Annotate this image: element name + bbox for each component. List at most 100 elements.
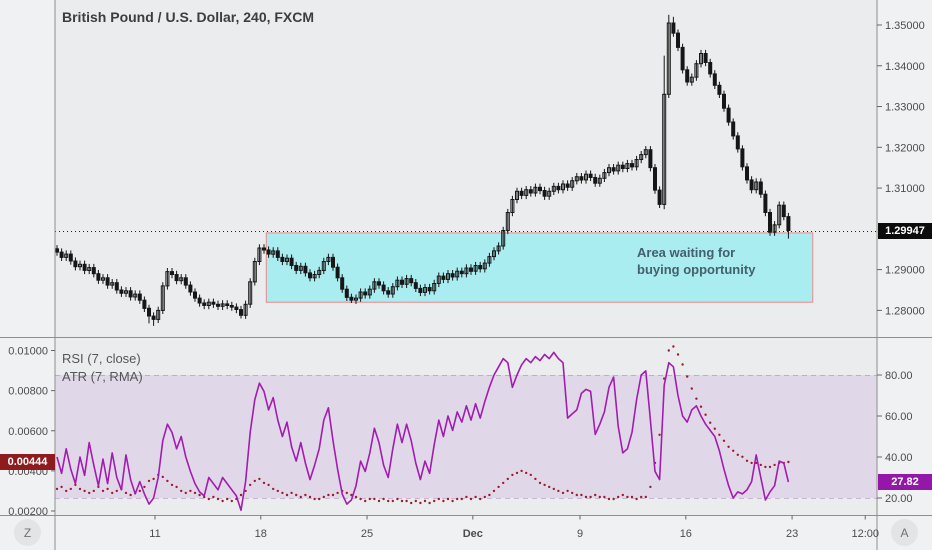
time-axis-label[interactable]: 16 [680,528,692,540]
candle [625,163,630,170]
atr-dot [391,499,394,503]
atr-dot [768,465,772,469]
candle [547,190,552,197]
atr-dot [598,495,601,499]
atr-dot [745,459,749,462]
candle [772,224,777,233]
candle [653,167,657,191]
candle [533,186,538,194]
candle [344,288,349,298]
atr-dot [318,497,321,501]
candle [160,285,165,311]
atr-dot [419,501,422,505]
time-axis-label[interactable]: 12:00 [851,528,879,540]
candle [524,189,529,196]
autoscale-button[interactable]: A [891,519,918,546]
candle [538,186,542,192]
opportunity-box[interactable] [265,232,814,303]
timezone-button[interactable]: Z [14,519,41,546]
atr-dot [525,471,528,475]
atr-dot [704,413,707,416]
atr-dot [529,473,532,477]
time-axis-label[interactable]: 9 [577,528,583,540]
candle [611,167,616,172]
atr-dot [681,363,684,366]
time-axis-label[interactable]: 18 [255,528,267,540]
atr-dot [212,495,215,499]
candle [390,286,395,295]
candle [64,253,69,258]
candle [280,256,285,262]
atr-dot [336,491,339,495]
candle [156,309,161,320]
atr-dot [617,495,620,499]
atr-dot [423,499,427,503]
time-axis-label[interactable]: 23 [786,528,798,540]
atr-dot [488,493,491,497]
candle [749,179,754,191]
candle [331,256,335,268]
price-axis-label: 1.33000 [885,102,925,114]
atr-dot [672,345,675,348]
atr-dot [138,489,141,493]
candle [87,267,92,272]
price-axis-label: 1.29000 [885,265,925,277]
candle [593,177,598,184]
candle [381,284,386,292]
candle [55,248,59,253]
candle [699,53,703,65]
candle [119,289,124,294]
atr-dot [124,491,128,495]
atr-dot [216,497,220,501]
candle [620,164,625,169]
atr-dot [143,485,146,489]
candle [404,278,409,285]
atr-dot [359,497,362,501]
candle [289,257,294,267]
atr-dot [327,493,330,497]
candle [639,154,644,161]
candle [482,262,487,270]
atr-dot [354,495,358,499]
candle [446,273,450,280]
area-annotation[interactable]: Area waiting for buying opportunity [637,244,755,278]
candle [712,73,717,86]
atr-dot [262,481,266,485]
candle [515,190,519,201]
atr-dot [249,483,252,487]
indicator-pane[interactable] [55,337,877,515]
time-axis-label[interactable]: 11 [149,528,160,540]
candle [505,212,510,231]
time-axis-label[interactable]: 25 [361,528,373,540]
candle [735,135,740,150]
atr-dot [377,499,381,503]
candle [570,180,575,188]
rsi-indicator-label[interactable]: RSI (7, close) [62,351,141,366]
time-axis-label[interactable]: Dec [463,528,483,540]
atr-dot [267,483,270,487]
candle [694,63,699,78]
atr-dot [644,495,647,499]
candle [326,256,331,262]
candle [248,281,253,305]
price-axis-label: 1.34000 [885,61,925,73]
candle [657,189,662,205]
atr-dot [575,493,578,497]
price-axis-label: 1.32000 [885,142,925,154]
atr-dot [594,493,597,497]
atr-axis-label: 0.01000 [8,346,48,358]
atr-dot [741,455,744,458]
atr-dot [198,493,201,497]
atr-indicator-label[interactable]: ATR (7, RMA) [62,369,143,384]
atr-dot [364,499,367,503]
candle [257,247,262,262]
atr-dot [506,477,509,481]
candle [427,287,432,292]
candle [174,274,179,282]
atr-dot [515,471,519,475]
candle [754,181,759,191]
candle [266,249,271,255]
atr-dot [561,491,565,495]
